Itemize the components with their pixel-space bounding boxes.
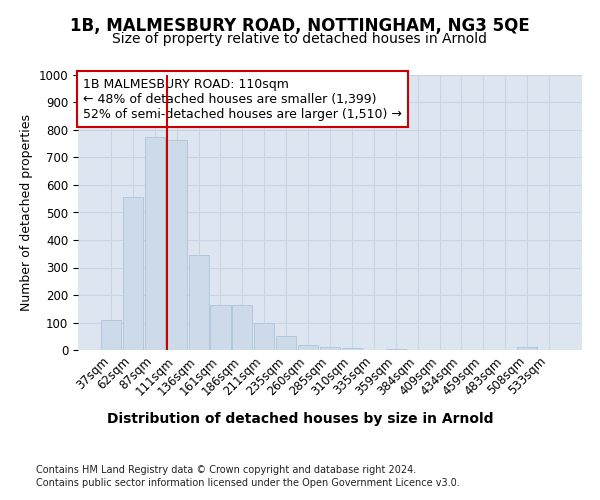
Text: 1B, MALMESBURY ROAD, NOTTINGHAM, NG3 5QE: 1B, MALMESBURY ROAD, NOTTINGHAM, NG3 5QE [70, 18, 530, 36]
Bar [342, 348, 362, 350]
Text: Distribution of detached houses by size in Arnold: Distribution of detached houses by size … [107, 412, 493, 426]
Bar [276, 336, 296, 350]
Bar [211, 304, 230, 350]
Bar [145, 137, 165, 350]
Bar [232, 304, 253, 350]
Bar [188, 255, 209, 350]
Bar [517, 346, 537, 350]
Y-axis label: Number of detached properties: Number of detached properties [20, 114, 33, 311]
Text: Contains HM Land Registry data © Crown copyright and database right 2024.: Contains HM Land Registry data © Crown c… [36, 465, 416, 475]
Bar [298, 345, 318, 350]
Text: Contains public sector information licensed under the Open Government Licence v3: Contains public sector information licen… [36, 478, 460, 488]
Bar [123, 198, 143, 350]
Text: 1B MALMESBURY ROAD: 110sqm
← 48% of detached houses are smaller (1,399)
52% of s: 1B MALMESBURY ROAD: 110sqm ← 48% of deta… [83, 78, 402, 120]
Bar [320, 346, 340, 350]
Bar [386, 349, 406, 350]
Bar [167, 140, 187, 350]
Bar [254, 324, 274, 350]
Text: Size of property relative to detached houses in Arnold: Size of property relative to detached ho… [113, 32, 487, 46]
Bar [101, 320, 121, 350]
